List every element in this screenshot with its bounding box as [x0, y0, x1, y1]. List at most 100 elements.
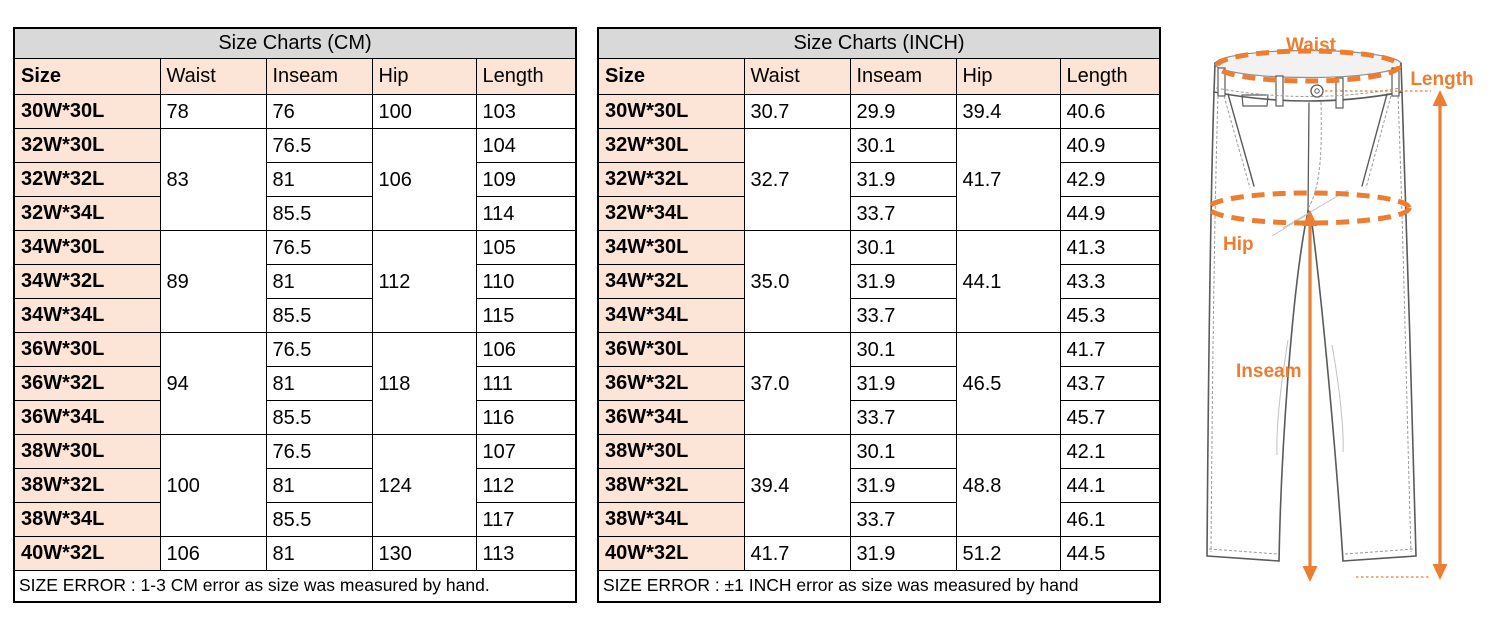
table-row: 36W*32L 31.9 43.7 [597, 365, 1161, 401]
waist-label: Waist [1286, 35, 1337, 56]
size-cell: 36W*34L [597, 399, 745, 435]
length-value-cell: 111 [475, 365, 577, 401]
size-cell: 38W*32L [13, 467, 161, 503]
size-error-note: SIZE ERROR : ±1 INCH error as size was m… [597, 569, 1161, 603]
table-row: 32W*34L 33.7 44.9 [597, 195, 1161, 231]
table-row: 36W*34L 85.5 116 [13, 399, 577, 435]
inseam-value-cell: 33.7 [849, 501, 957, 537]
table-row: 38W*32L 31.9 44.1 [597, 467, 1161, 503]
size-cell: 36W*32L [597, 365, 745, 401]
column-header-size: Size [597, 57, 745, 95]
size-cell: 32W*32L [597, 161, 745, 197]
column-header-length: Length [1059, 57, 1161, 95]
table-row: 32W*34L 85.5 114 [13, 195, 577, 231]
table-row: 38W*32L 81 112 [13, 467, 577, 503]
inseam-value-cell: 81 [265, 467, 373, 503]
length-value-cell: 45.3 [1059, 297, 1161, 333]
column-header-hip: Hip [371, 57, 477, 95]
size-table-cm: Size Charts (CM) Size Waist Inseam Hip Length… [13, 27, 578, 603]
button-icon [1310, 84, 1324, 98]
length-value-cell: 112 [475, 467, 577, 503]
inseam-value-cell: 76.5 [265, 331, 373, 367]
inseam-value-cell: 33.7 [849, 195, 957, 231]
table-title: Size Charts (CM) [13, 27, 577, 59]
column-header-size: Size [13, 57, 161, 95]
length-value-cell: 41.7 [1059, 331, 1161, 367]
hip-measure-ellipse [1206, 190, 1412, 226]
length-value-cell: 117 [475, 501, 577, 537]
length-value-cell: 40.9 [1059, 127, 1161, 163]
hip-value-cell: 39.4 [955, 93, 1061, 129]
waist-value-cell: 106 [159, 535, 267, 571]
size-cell: 32W*34L [13, 195, 161, 231]
size-cell: 38W*34L [13, 501, 161, 537]
inseam-value-cell: 33.7 [849, 399, 957, 435]
length-value-cell: 105 [475, 229, 577, 265]
length-value-cell: 114 [475, 195, 577, 231]
table-row: 34W*32L 81 110 [13, 263, 577, 299]
pants-diagram-svg: Waist Length Hip Inseam [1206, 35, 1474, 582]
waist-value-cell: 94 [159, 331, 267, 435]
waist-value-cell: 89 [159, 229, 267, 333]
column-header-length: Length [475, 57, 577, 95]
column-header-waist: Waist [743, 57, 851, 95]
inseam-value-cell: 85.5 [265, 195, 373, 231]
length-value-cell: 41.3 [1059, 229, 1161, 265]
hip-value-cell: 41.7 [955, 127, 1061, 231]
size-cell: 36W*30L [13, 331, 161, 367]
table-row: 32W*30L 83 76.5 106 104 [13, 127, 577, 231]
inseam-value-cell: 31.9 [849, 365, 957, 401]
table-row: 34W*34L 85.5 115 [13, 297, 577, 333]
size-cell: 30W*30L [597, 93, 745, 129]
table-row: 36W*32L 81 111 [13, 365, 577, 401]
inseam-value-cell: 30.1 [849, 433, 957, 469]
column-header-waist: Waist [159, 57, 267, 95]
inseam-value-cell: 31.9 [849, 535, 957, 571]
inseam-value-cell: 30.1 [849, 229, 957, 265]
table-row: 34W*32L 31.9 43.3 [597, 263, 1161, 299]
size-cell: 40W*32L [597, 535, 745, 571]
hip-value-cell: 112 [371, 229, 477, 333]
pants-outline [1206, 49, 1417, 562]
waist-value-cell: 37.0 [743, 331, 851, 435]
inseam-value-cell: 81 [265, 161, 373, 197]
size-error-note: SIZE ERROR : 1-3 CM error as size was me… [13, 569, 577, 603]
inseam-value-cell: 30.1 [849, 331, 957, 367]
table-row: 38W*34L 85.5 117 [13, 501, 577, 537]
inseam-value-cell: 76 [265, 93, 373, 129]
size-cell: 34W*34L [597, 297, 745, 333]
pants-measurement-diagram: Waist Length Hip Inseam [1180, 0, 1500, 628]
length-value-cell: 116 [475, 399, 577, 435]
inseam-value-cell: 76.5 [265, 127, 373, 163]
length-value-cell: 113 [475, 535, 577, 571]
column-header-inseam: Inseam [849, 57, 957, 95]
length-value-cell: 44.1 [1059, 467, 1161, 503]
size-cell: 34W*30L [13, 229, 161, 265]
column-header-hip: Hip [955, 57, 1061, 95]
size-table-inch: Size Charts (INCH) Size Waist Inseam Hip Leng… [597, 27, 1162, 603]
belt-loop [1217, 67, 1226, 97]
waist-value-cell: 83 [159, 127, 267, 231]
size-cell: 34W*34L [13, 297, 161, 333]
waist-measure-ellipse [1214, 48, 1402, 84]
inseam-arrow [1302, 210, 1318, 582]
table-title: Size Charts (INCH) [597, 27, 1161, 59]
table-row: 34W*30L 35.0 30.1 44.1 41.3 [597, 229, 1161, 333]
column-header-inseam: Inseam [265, 57, 373, 95]
size-cell: 40W*32L [13, 535, 161, 571]
length-value-cell: 42.1 [1059, 433, 1161, 469]
hip-label: Hip [1223, 234, 1254, 255]
table-row: 34W*30L 89 76.5 112 105 [13, 229, 577, 333]
size-cell: 32W*30L [597, 127, 745, 163]
length-value-cell: 46.1 [1059, 501, 1161, 537]
length-value-cell: 110 [475, 263, 577, 299]
size-cell: 34W*30L [597, 229, 745, 265]
waist-value-cell: 30.7 [743, 93, 851, 129]
table-row: 36W*30L 37.0 30.1 46.5 41.7 [597, 331, 1161, 435]
size-table-cm-container: Size Charts (CM) Size Waist Inseam Hip Length… [13, 27, 578, 603]
size-cell: 34W*32L [13, 263, 161, 299]
inseam-value-cell: 76.5 [265, 433, 373, 469]
inseam-value-cell: 85.5 [265, 399, 373, 435]
table-row: 36W*30L 94 76.5 118 106 [13, 331, 577, 435]
